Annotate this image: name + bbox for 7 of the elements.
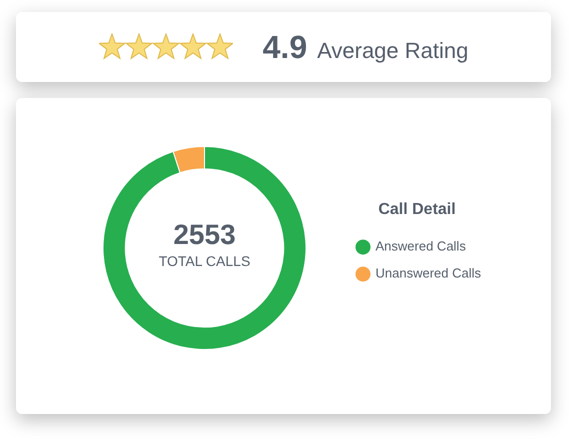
legend-title: Call Detail xyxy=(378,200,456,218)
legend-label: Unanswered Calls xyxy=(376,266,482,281)
text: TOTAL CALLS xyxy=(158,253,250,269)
legend-label: Answered Calls xyxy=(376,238,466,254)
text: Average Rating xyxy=(317,38,468,62)
text: 2553 xyxy=(173,219,236,250)
text: 4.9 xyxy=(262,28,308,64)
